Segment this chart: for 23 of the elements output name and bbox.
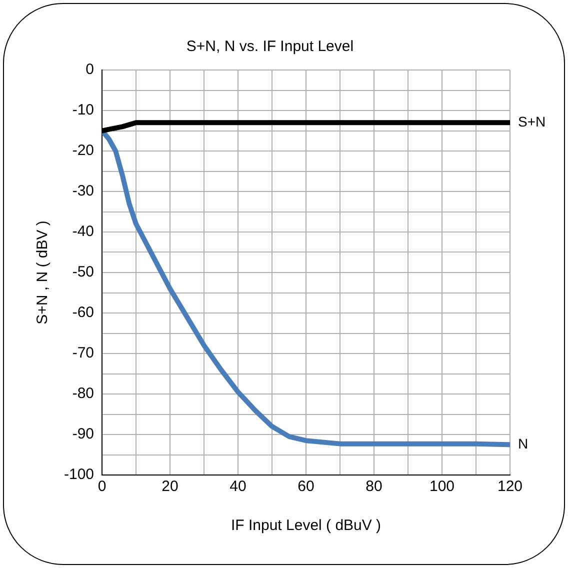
chart-title: S+N, N vs. IF Input Level bbox=[186, 38, 354, 56]
y-tick-label: -20 bbox=[72, 142, 94, 160]
y-tick-label: -60 bbox=[72, 304, 94, 322]
y-tick-label: -90 bbox=[72, 426, 94, 443]
x-tick-label: 60 bbox=[298, 478, 314, 496]
x-tick-label: 40 bbox=[230, 478, 246, 496]
x-tick-label: 80 bbox=[366, 478, 382, 496]
series-label: S+N bbox=[518, 114, 546, 130]
x-axis-title: IF Input Level ( dBuV ) bbox=[230, 517, 382, 534]
x-tick-label: 120 bbox=[497, 478, 523, 496]
y-tick-label: -70 bbox=[72, 344, 94, 362]
y-tick-label: 0 bbox=[86, 61, 94, 78]
x-tick-label: 20 bbox=[162, 478, 178, 496]
y-tick-label: -50 bbox=[72, 264, 94, 281]
y-tick-label: -100 bbox=[64, 466, 94, 484]
y-tick-label: -10 bbox=[72, 102, 94, 119]
series-label: N bbox=[518, 435, 528, 452]
y-tick-label: -80 bbox=[72, 385, 94, 402]
y-axis-title: S+N , N ( dBV ) bbox=[34, 220, 52, 324]
y-tick-label: -30 bbox=[72, 182, 94, 200]
x-tick-label: 0 bbox=[98, 478, 106, 496]
y-tick-label: -40 bbox=[72, 223, 94, 240]
x-tick-label: 100 bbox=[429, 478, 455, 496]
